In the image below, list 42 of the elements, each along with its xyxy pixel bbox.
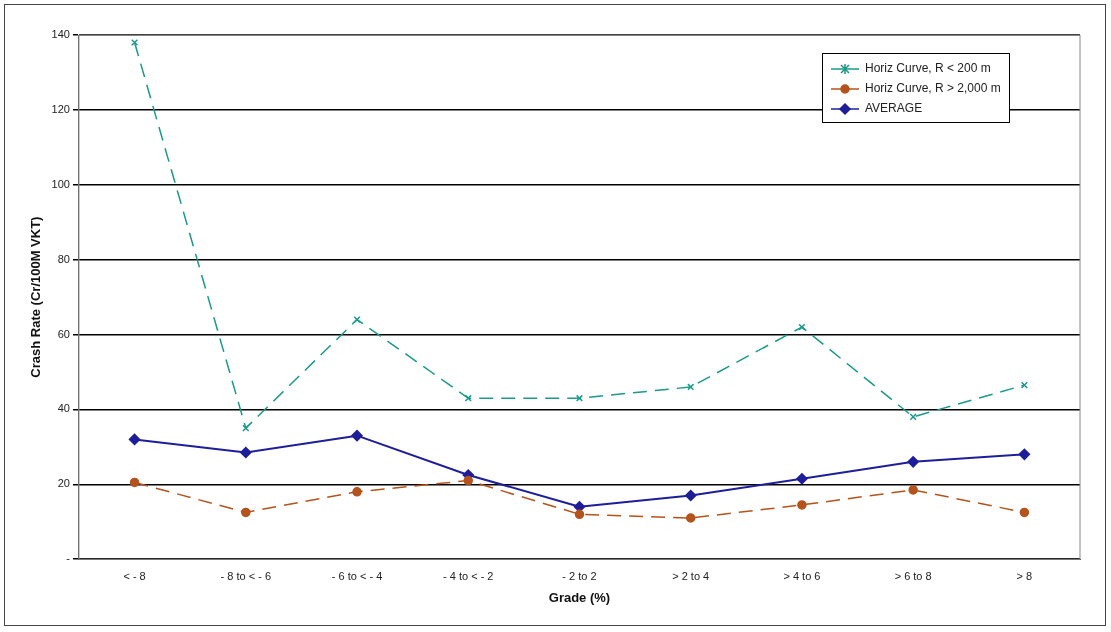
- x-tick-label: > 2 to 4: [672, 569, 710, 582]
- point: [1019, 507, 1030, 518]
- point: [464, 394, 472, 402]
- point: [351, 429, 363, 442]
- y-tick-label: 120: [51, 102, 70, 115]
- point: [685, 513, 696, 523]
- x-tick-label: < - 8: [123, 569, 146, 582]
- point: [130, 38, 139, 47]
- point: [353, 315, 361, 324]
- y-tick-label: 80: [57, 252, 70, 265]
- y-tick-label: 40: [57, 402, 70, 415]
- point: [796, 472, 808, 485]
- legend-label: AVERAGE: [865, 101, 923, 115]
- x-tick-label: > 6 to 8: [894, 569, 932, 582]
- y-tick-label: 60: [57, 327, 70, 340]
- x-axis-title: Grade (%): [548, 589, 611, 605]
- x-tick-label: - 4 to < - 2: [443, 569, 494, 582]
- point: [908, 485, 918, 495]
- y-tick-label: -: [66, 552, 71, 565]
- x-tick-label: - 2 to 2: [562, 569, 597, 582]
- point: [241, 507, 251, 518]
- point: [574, 509, 585, 520]
- x-tick-label: - 8 to < - 6: [220, 569, 272, 582]
- point: [907, 456, 919, 468]
- y-tick-label: 140: [51, 28, 70, 41]
- x-tick-label: > 8: [1016, 569, 1033, 582]
- point: [240, 446, 252, 459]
- y-tick-label: 100: [51, 177, 70, 190]
- x-tick-label: > 4 to 6: [783, 569, 821, 582]
- legend-label: Horiz Curve, R > 2,000 m: [865, 81, 1001, 95]
- point: [684, 489, 697, 502]
- y-tick-label: 20: [57, 477, 70, 490]
- point: [463, 475, 473, 486]
- y-axis-title: Crash Rate (Cr/100M VKT): [28, 216, 44, 378]
- point: [352, 487, 362, 497]
- point: [128, 433, 141, 446]
- point: [798, 323, 806, 331]
- legend-label: Horiz Curve, R < 200 m: [865, 61, 991, 75]
- point: [129, 477, 140, 488]
- point: [797, 500, 807, 510]
- x-tick-label: - 6 to < - 4: [331, 569, 383, 582]
- point: [1018, 448, 1031, 461]
